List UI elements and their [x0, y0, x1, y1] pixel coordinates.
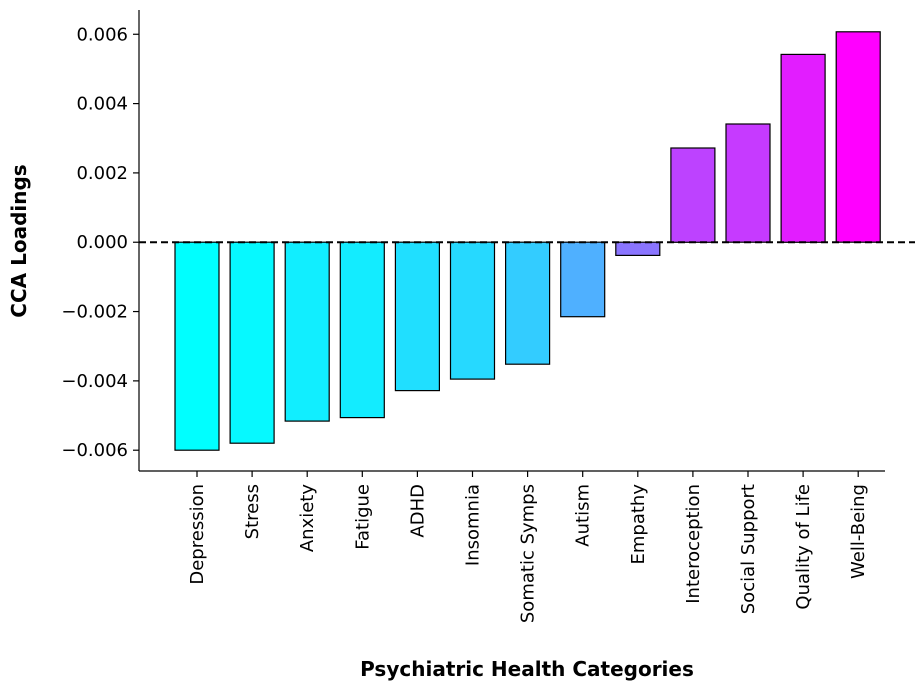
- x-tick-label: Somatic Symps: [518, 484, 539, 623]
- bar-empathy: [615, 241, 661, 256]
- bar-adhd: [394, 241, 440, 392]
- bars-group: [174, 31, 881, 451]
- x-tick-label: Anxiety: [297, 484, 318, 553]
- y-tick-label: −0.006: [61, 440, 128, 461]
- x-tick-label: Well-Being: [848, 484, 869, 579]
- x-tick-label: Empathy: [628, 484, 649, 565]
- x-tick-label: Insomnia: [463, 484, 484, 566]
- x-tick-label: Social Support: [738, 484, 759, 614]
- y-tick-label: −0.004: [61, 371, 128, 392]
- bar-well-being: [835, 31, 881, 243]
- bar-quality-of-life: [780, 53, 826, 243]
- x-axis-ticks: Depression Stress Anxiety Fatigue ADHD Insomn…: [187, 471, 869, 623]
- x-tick-label: Quality of Life: [793, 484, 814, 610]
- y-tick-label: 0.006: [76, 24, 128, 45]
- bar-somatic-symps: [505, 241, 551, 365]
- y-axis-title: CCA Loadings: [7, 164, 31, 317]
- bar-social-support: [725, 123, 771, 243]
- y-tick-label: −0.002: [61, 302, 128, 323]
- x-axis-title: Psychiatric Health Categories: [360, 657, 694, 681]
- y-axis-ticks: −0.006 −0.004 −0.002 0.000 0.002 0.004 0.006: [61, 24, 139, 461]
- bar-fatigue: [339, 241, 385, 419]
- bar-anxiety: [284, 241, 330, 422]
- y-tick-label: 0.004: [76, 94, 128, 115]
- x-tick-label: Fatigue: [352, 484, 373, 550]
- bar-depression: [174, 241, 220, 451]
- bar-stress: [229, 241, 275, 444]
- axes-group: [138, 10, 885, 472]
- x-tick-label: ADHD: [407, 484, 428, 538]
- x-tick-label: Autism: [573, 484, 594, 547]
- x-tick-label: Interoception: [683, 484, 704, 604]
- bar-insomnia: [449, 241, 496, 380]
- bar-interoception: [670, 147, 716, 243]
- bar-autism: [560, 241, 606, 318]
- y-tick-label: 0.000: [76, 232, 128, 253]
- x-tick-label: Depression: [187, 484, 208, 585]
- y-tick-label: 0.002: [76, 163, 128, 184]
- x-tick-label: Stress: [242, 484, 263, 539]
